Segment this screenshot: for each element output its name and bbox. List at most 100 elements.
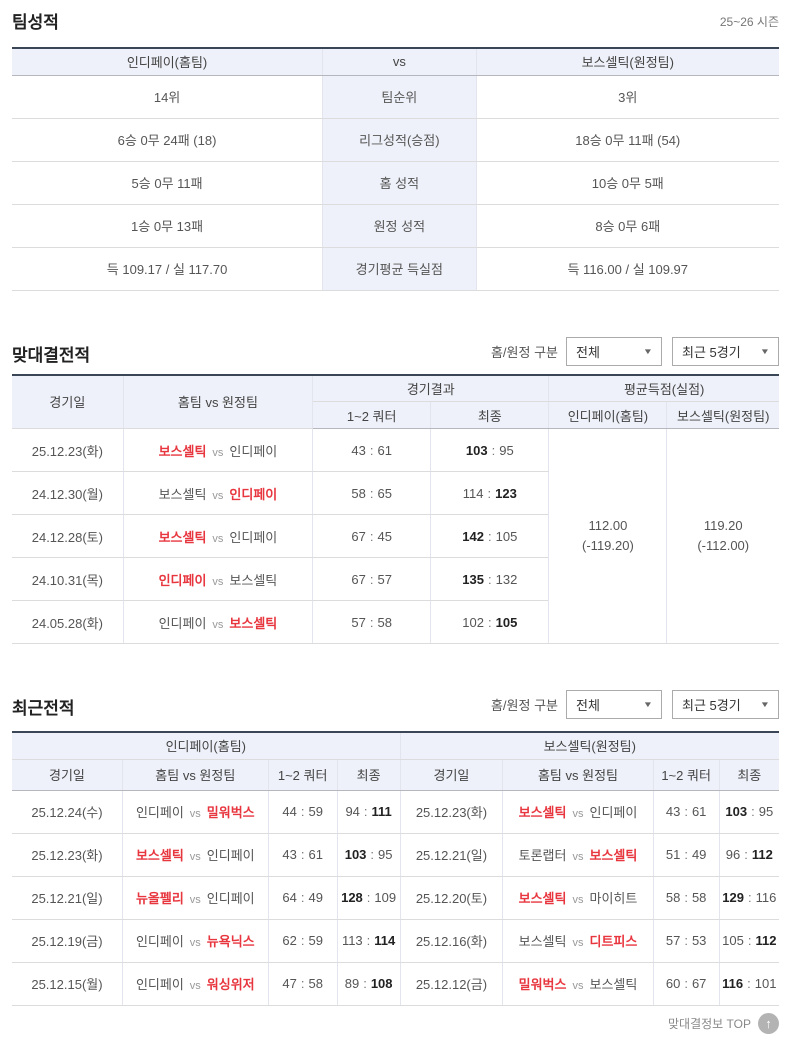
team-stats-table: 인디페이(홈팀) vs 보스셀틱(원정팀) 14위 팀순위 3위 6승 0무 24패 … — [12, 47, 779, 291]
quarter-score-cell: 43:61 — [312, 428, 432, 472]
home-score: 135 — [462, 571, 484, 587]
home-stat-cell: 5승 0무 11패 — [12, 161, 324, 205]
away-score: 57 — [377, 571, 392, 587]
final-score-cell: 94:111 — [336, 790, 401, 834]
team-stats-title: 팀성적 — [12, 13, 59, 32]
stat-label-cell: 홈 성적 — [322, 161, 477, 205]
score-separator: : — [487, 528, 492, 544]
score-separator: : — [487, 571, 492, 587]
chevron-down-icon: ▼ — [642, 700, 654, 709]
home-team-name: 인디페이 — [135, 977, 184, 992]
h2h-venue-filter-select[interactable]: 전체 ▼ — [566, 336, 662, 366]
home-score: 57 — [665, 933, 681, 948]
game-date-cell: 25.12.20(토) — [399, 876, 504, 920]
home-score: 51 — [665, 847, 681, 862]
scroll-top-button[interactable]: ↑ — [758, 1012, 779, 1034]
game-date-cell: 24.10.31(목) — [12, 557, 124, 601]
away-stat-cell: 18승 0무 11패 (54) — [475, 118, 779, 162]
away-team-name: 인디페이 — [229, 486, 278, 502]
home-score: 60 — [665, 976, 681, 991]
matchup-cell: 인디페이 vs 보스셀틱 — [122, 557, 314, 601]
quarter-score-cell: 43:61 — [267, 833, 338, 877]
score-separator: : — [684, 933, 688, 948]
home-score: 57 — [351, 614, 366, 630]
home-team-name: 보스셀틱 — [135, 848, 184, 863]
score-separator: : — [369, 485, 374, 501]
home-team-name: 보스셀틱 — [518, 805, 567, 820]
home-score: 44 — [282, 804, 297, 819]
recent-venue-filter-select[interactable]: 전체 ▼ — [566, 690, 662, 719]
matchup-cell: 보스셀틱 vs 인디페이 — [122, 428, 314, 472]
venue-filter-label: 홈/원정 구분 — [490, 698, 558, 713]
home-score: 94 — [345, 804, 360, 819]
home-team-name: 인디페이 — [158, 572, 207, 588]
vs-label: vs — [572, 808, 584, 820]
away-team-header: 보스셀틱(원정팀) — [475, 48, 779, 76]
score-separator: : — [300, 890, 305, 905]
venue-filter-label: 홈/원정 구분 — [490, 344, 558, 360]
final-score-cell: 102:105 — [430, 600, 549, 644]
away-score: 61 — [377, 442, 392, 458]
home-score: 116 — [722, 976, 744, 991]
head-to-head-title: 맞대결전적 — [12, 345, 91, 365]
away-score: 58 — [377, 614, 392, 630]
vs-label: vs — [212, 446, 224, 459]
footer-label: 맞대결정보 TOP — [668, 1016, 751, 1031]
chevron-down-icon: ▼ — [759, 700, 771, 709]
score-separator: : — [300, 804, 305, 819]
team-stats-row: 5승 0무 11패 홈 성적 10승 0무 5패 — [12, 161, 779, 205]
home-score: 128 — [341, 890, 363, 905]
col-avg-home: 인디페이(홈팀) — [548, 401, 668, 429]
recent-row: 25.12.15(월) 인디페이 vs 워싱위저 47:58 89:108 25.12.12… — [12, 962, 779, 1006]
quarter-score-cell: 58:65 — [312, 471, 432, 515]
recent-recent-filter-select[interactable]: 최근 5경기 ▼ — [672, 690, 779, 719]
chevron-down-icon: ▼ — [759, 346, 771, 356]
vs-label: vs — [572, 894, 584, 906]
away-score: 95 — [758, 804, 774, 819]
away-score: 45 — [377, 528, 392, 544]
matchup-cell: 보스셀틱 vs 마이히트 — [502, 876, 654, 920]
game-date-cell: 25.12.12(금) — [399, 962, 504, 1006]
vs-header: vs — [322, 48, 477, 76]
season-label: 25~26 시즌 — [719, 15, 779, 29]
final-score-cell: 105:112 — [718, 919, 779, 963]
away-team-name: 디트피스 — [589, 934, 638, 949]
home-team-name: 인디페이 — [158, 615, 207, 631]
away-team-name: 인디페이 — [229, 529, 278, 545]
h2h-recent-filter-select[interactable]: 최근 5경기 ▼ — [672, 336, 779, 366]
quarter-score-cell: 67:45 — [312, 514, 432, 558]
home-score: 103 — [725, 804, 748, 819]
score-separator: : — [369, 442, 374, 458]
stat-label-cell: 원정 성적 — [322, 204, 477, 248]
away-score: 58 — [691, 890, 707, 905]
avg-value: 119.20 — [703, 517, 743, 533]
home-score: 67 — [351, 528, 366, 544]
quarter-score-cell: 47:58 — [267, 962, 338, 1006]
home-score: 105 — [722, 933, 744, 948]
avg-points-cell: 112.00 (-119.20) — [548, 428, 668, 644]
col-date: 경기일 — [12, 374, 124, 429]
away-score: 58 — [308, 976, 323, 991]
quarter-score-cell: 57:58 — [312, 600, 432, 644]
col-date: 경기일 — [12, 759, 123, 791]
final-score-cell: 103:95 — [718, 790, 779, 834]
head-to-head-section: 맞대결전적 홈/원정 구분 전체 ▼ 최근 5경기 ▼ 경 — [12, 336, 779, 644]
h2h-row: 24.12.28(토) 보스셀틱 vs 인디페이 67:45 142:105 — [12, 514, 779, 558]
quarter-score-cell: 51:49 — [652, 833, 720, 877]
away-score: 49 — [308, 890, 323, 905]
stat-label-cell: 팀순위 — [322, 75, 477, 119]
score-separator: : — [366, 890, 371, 905]
recent-recent-filter-value: 최근 5경기 — [682, 698, 741, 713]
left-group-header: 인디페이(홈팀) — [12, 732, 401, 760]
home-score: 43 — [282, 847, 297, 862]
game-date-cell: 25.12.21(일) — [12, 876, 123, 920]
home-team-name: 보스셀틱 — [158, 486, 207, 502]
h2h-recent-filter-value: 최근 5경기 — [682, 344, 741, 360]
away-score: 114 — [374, 933, 396, 948]
away-team-name: 보스셀틱 — [589, 977, 638, 992]
h2h-row: 24.12.30(월) 보스셀틱 vs 인디페이 58:65 114:123 — [12, 471, 779, 515]
matchup-cell: 보스셀틱 vs 인디페이 — [122, 514, 314, 558]
home-team-name: 보스셀틱 — [518, 891, 567, 906]
game-date-cell: 25.12.15(월) — [12, 962, 123, 1006]
team-stats-row: 6승 0무 24패 (18) 리그성적(승점) 18승 0무 11패 (54) — [12, 118, 779, 162]
